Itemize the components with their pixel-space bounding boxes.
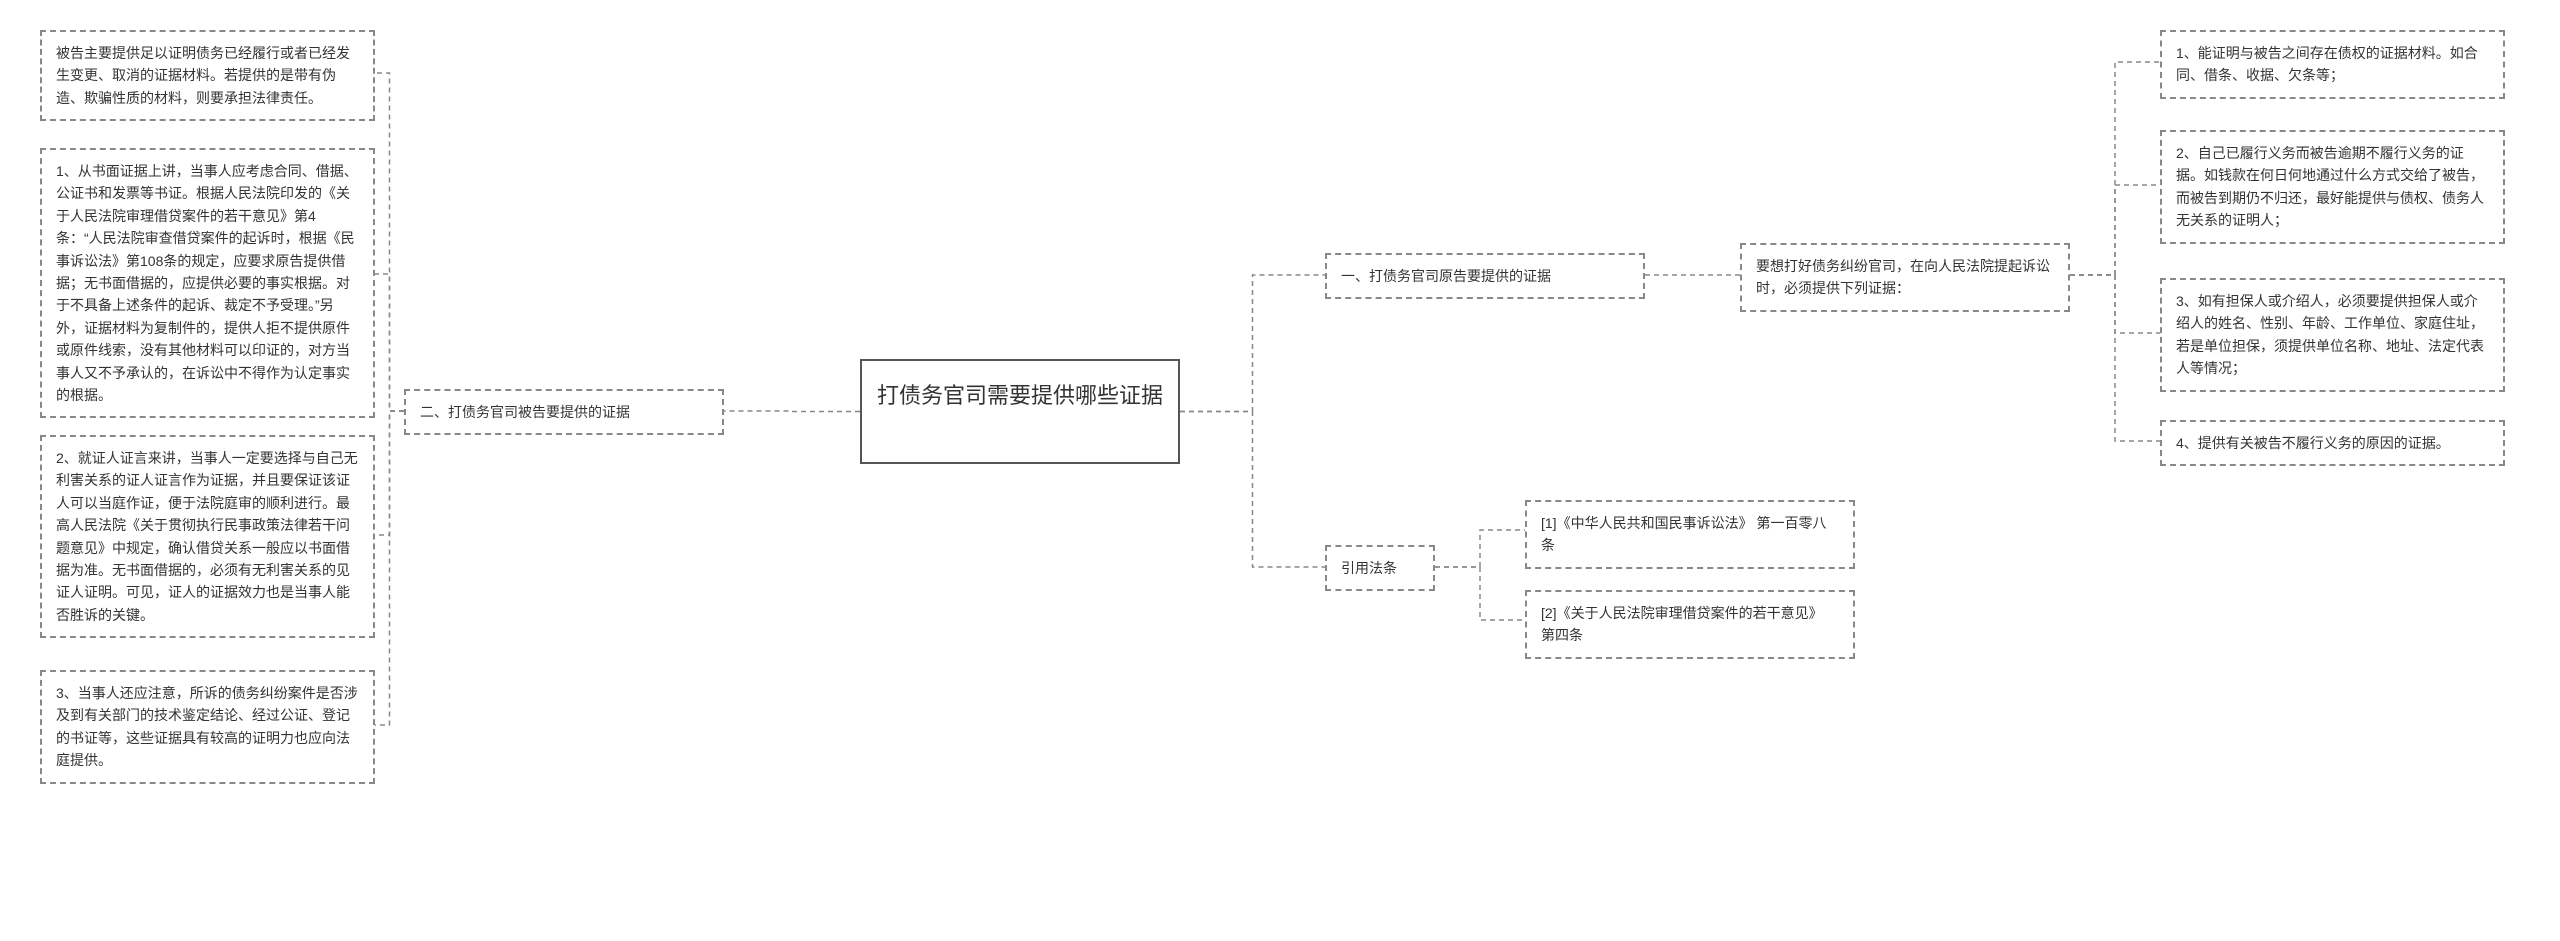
leaf-l1-2: 2、就证人证言来讲，当事人一定要选择与自己无利害关系的证人证言作为证据，并且要保… (40, 435, 375, 638)
leaf-l1-1: 1、从书面证据上讲，当事人应考虑合同、借据、公证书和发票等书证。根据人民法院印发… (40, 148, 375, 418)
mindmap-canvas: 打债务官司需要提供哪些证据 一、打债务官司原告要提供的证据 要想打好债务纠纷官司，在… (0, 0, 2560, 941)
leaf-r2-0: [1]《中华人民共和国民事诉讼法》 第一百零八条 (1525, 500, 1855, 569)
branch-r2: 引用法条 (1325, 545, 1435, 591)
leaf-r1-0: 1、能证明与被告之间存在债权的证据材料。如合同、借条、收据、欠条等； (2160, 30, 2505, 99)
leaf-r2-1: [2]《关于人民法院审理借贷案件的若干意见》 第四条 (1525, 590, 1855, 659)
branch-l1: 二、打债务官司被告要提供的证据 (404, 389, 724, 435)
leaf-r1-1: 2、自己已履行义务而被告逾期不履行义务的证据。如钱款在何日何地通过什么方式交给了… (2160, 130, 2505, 244)
leaf-r1-3: 4、提供有关被告不履行义务的原因的证据。 (2160, 420, 2505, 466)
leaf-r1-2: 3、如有担保人或介绍人，必须要提供担保人或介绍人的姓名、性别、年龄、工作单位、家… (2160, 278, 2505, 392)
sub-r1: 要想打好债务纠纷官司，在向人民法院提起诉讼时，必须提供下列证据： (1740, 243, 2070, 312)
root-node: 打债务官司需要提供哪些证据 (860, 359, 1180, 464)
leaf-l1-0: 被告主要提供足以证明债务已经履行或者已经发生变更、取消的证据材料。若提供的是带有… (40, 30, 375, 121)
branch-r1: 一、打债务官司原告要提供的证据 (1325, 253, 1645, 299)
leaf-l1-3: 3、当事人还应注意，所诉的债务纠纷案件是否涉及到有关部门的技术鉴定结论、经过公证… (40, 670, 375, 784)
